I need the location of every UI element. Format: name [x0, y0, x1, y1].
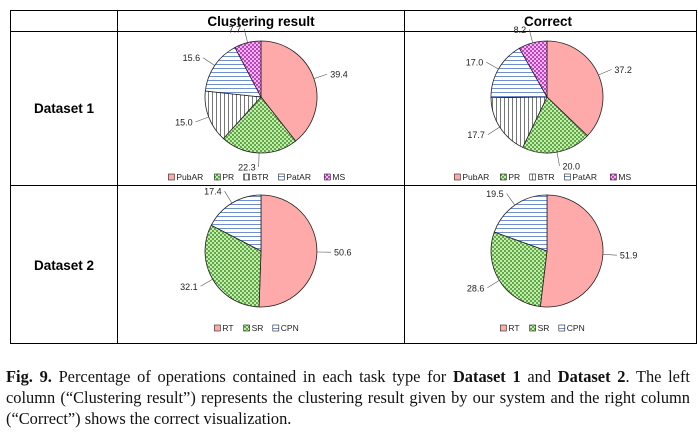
leader-line [556, 152, 560, 166]
data-label-cpn: 19.5 [486, 189, 504, 199]
pie-slice-rt [539, 194, 604, 308]
leader-line [487, 280, 500, 289]
leader-line [486, 61, 499, 70]
leader-line [313, 73, 328, 79]
legend-label-sr: SR [252, 323, 264, 333]
data-label-pubar: 37.2 [614, 65, 632, 75]
data-label-patar: 17.0 [466, 58, 484, 68]
data-label-patar: 15.6 [183, 53, 201, 63]
leader-line [224, 191, 233, 204]
row-header-dataset2: Dataset 2 [34, 258, 94, 273]
legend-swatch-sr [529, 324, 536, 332]
data-label-cpn: 17.4 [204, 187, 222, 197]
pie-slice-rt [258, 194, 318, 308]
leader-line [258, 152, 260, 168]
legend-label-pubar: PubAR [462, 172, 489, 182]
data-label-rt: 51.9 [620, 251, 638, 261]
legend-swatch-ms [610, 173, 617, 181]
data-label-ms: 8.2 [514, 25, 527, 35]
leader-line [243, 28, 248, 43]
data-label-pr: 22.3 [238, 163, 256, 173]
data-label-pr: 20.0 [563, 161, 581, 171]
legend-swatch-btr [529, 173, 536, 181]
data-label-rt: 50.6 [334, 248, 352, 258]
legend-label-rt: RT [508, 323, 519, 333]
legend-label-patar: PatAR [572, 172, 597, 182]
figure-caption: Fig. 9. Percentage of operations contain… [6, 366, 690, 429]
caption-bold-dataset1: Dataset 1 [452, 367, 521, 386]
pie-panel-d2-correct: 51.9 28.6 19.5 RT SR CPN [467, 189, 638, 333]
caption-text-3: . The left column (“Clustering result”) … [6, 367, 690, 428]
pie-slice-btr [490, 96, 548, 148]
pie-panel-d1-clustering: 39.4 22.3 15.0 15.6 7.7 PubAR PR BTR PatAR MS [168, 25, 348, 182]
col-header-correct: Correct [524, 14, 573, 29]
legend-label-pr: PR [508, 172, 520, 182]
pie-slice-ms [518, 40, 548, 99]
caption-bold-dataset2: Dataset 2 [557, 367, 626, 386]
legend-label-cpn: CPN [281, 323, 299, 333]
row-header-dataset1: Dataset 1 [34, 101, 95, 116]
data-label-btr: 15.0 [175, 117, 193, 127]
legend-label-ms: MS [332, 172, 345, 182]
leader-line [487, 126, 500, 135]
legend-swatch-pr [214, 173, 221, 181]
data-label-ms: 7.7 [229, 25, 242, 35]
data-label-sr: 28.6 [467, 283, 485, 293]
legend-label-btr: BTR [252, 172, 269, 182]
legend-swatch-patar [278, 173, 285, 181]
leader-line [195, 116, 209, 123]
leader-line [528, 29, 533, 43]
table-grid [10, 10, 697, 344]
leader-line [202, 57, 215, 66]
pie-slice-pubar [260, 40, 318, 142]
caption-label: Fig. 9. [6, 367, 52, 386]
pie-panel-d1-correct: 37.2 20.0 17.7 17.0 8.2 PubAR PR BTR PatAR MS [454, 25, 632, 182]
legend-label-ms: MS [618, 172, 631, 182]
legend-swatch-pubar [454, 173, 461, 181]
legend-label-btr: BTR [538, 172, 555, 182]
legend-label-pr: PR [222, 172, 234, 182]
pie-slice-cpn [210, 194, 262, 252]
data-label-btr: 17.7 [467, 130, 485, 140]
legend-swatch-pr [500, 173, 507, 181]
pie-slice-ms [234, 40, 262, 98]
legend-swatch-pubar [168, 173, 175, 181]
legend-swatch-cpn [558, 324, 566, 332]
pie-slice-pr [522, 96, 588, 154]
legend-swatch-rt [500, 324, 507, 332]
pie-slice-pubar [546, 40, 604, 137]
data-label-pubar: 39.4 [330, 70, 348, 80]
pie-panel-d2-clustering: 50.6 32.1 17.4 RT SR CPN [180, 187, 351, 333]
legend-swatch-rt [214, 324, 221, 332]
data-label-sr: 32.1 [180, 282, 198, 292]
caption-text-2: and [520, 367, 558, 386]
col-header-clustering: Clustering result [207, 14, 315, 29]
pie-slice-pr [222, 96, 297, 154]
legend-swatch-cpn [272, 324, 280, 332]
legend-swatch-patar [564, 173, 571, 181]
pie-slice-btr [204, 90, 262, 140]
legend-label-cpn: CPN [567, 323, 585, 333]
pie-slice-sr [490, 231, 548, 308]
legend-swatch-ms [324, 173, 331, 181]
legend-label-patar: PatAR [286, 172, 311, 182]
legend-label-pubar: PubAR [176, 172, 203, 182]
caption-text-1: Percentage of operations contained in ea… [51, 367, 453, 386]
figure-table: Clustering result Correct Dataset 1 Data… [10, 10, 697, 344]
legend-label-rt: RT [222, 323, 233, 333]
leader-line [598, 69, 612, 76]
pie-slice-sr [204, 224, 262, 308]
legend-swatch-sr [243, 324, 250, 332]
legend-label-sr: SR [538, 323, 550, 333]
leader-line [602, 254, 617, 256]
leader-line [200, 279, 213, 287]
legend-swatch-btr [243, 173, 250, 181]
pie-slice-patar [204, 46, 262, 98]
leader-line [506, 193, 516, 206]
